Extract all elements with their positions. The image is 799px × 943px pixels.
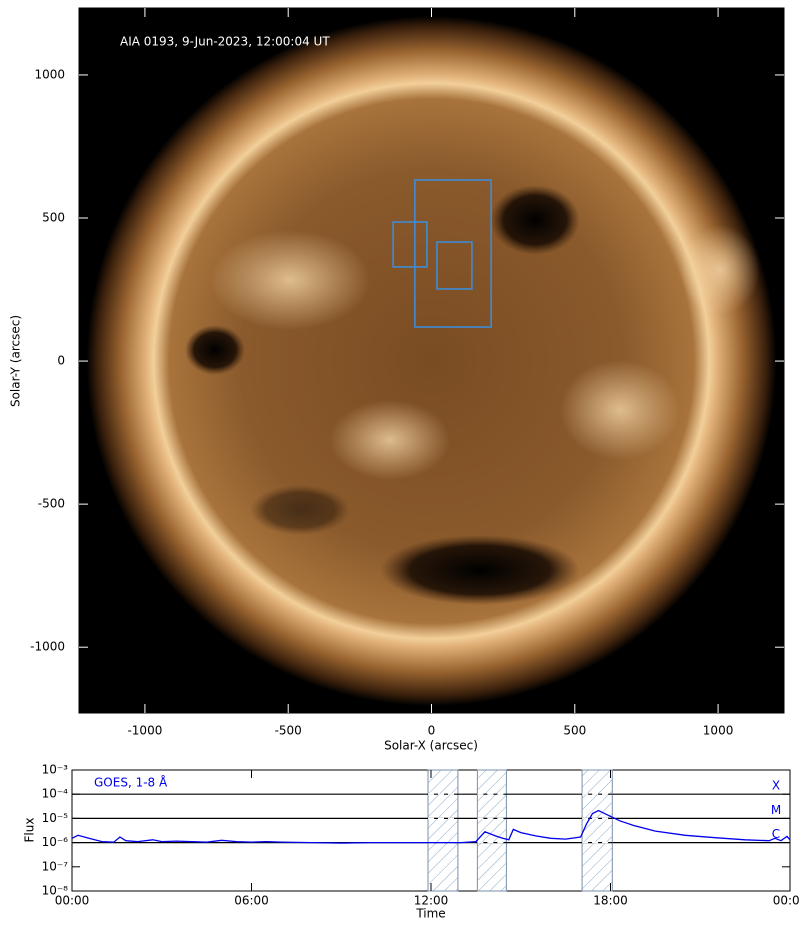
class-level-label: X [772, 779, 780, 793]
y-axis-label: Solar-Y (arcsec) [9, 315, 23, 407]
active-region [680, 225, 760, 315]
coronal-hole [250, 485, 350, 535]
x-tick-label: -1000 [127, 724, 162, 738]
y-tick-label: 500 [42, 211, 65, 225]
highlight-interval [582, 770, 612, 891]
y-tick-label: 10⁻⁷ [42, 859, 69, 873]
x-axis-label: Time [415, 907, 445, 921]
image-annotation: AIA 0193, 9-Jun-2023, 12:00:04 UT [120, 35, 330, 49]
y-tick-label: 10⁻⁸ [42, 884, 69, 898]
y-axis-label: Flux [23, 818, 37, 843]
goes-panel: Time Flux XMC00:0006:0012:0018:0000:0010… [23, 763, 799, 921]
x-tick-label: -500 [275, 724, 302, 738]
legend-label: GOES, 1-8 Å [94, 775, 168, 790]
y-tick-label: 10⁻⁵ [42, 811, 69, 825]
y-tick-label: 10⁻³ [42, 763, 69, 777]
y-tick-label: 1000 [34, 67, 65, 81]
x-tick-label: 06:00 [234, 894, 269, 908]
coronal-hole [185, 325, 245, 375]
y-tick-label: 0 [57, 354, 65, 368]
x-tick-label: 12:00 [414, 894, 449, 908]
y-tick-label: -1000 [30, 640, 65, 654]
x-tick-label: 18:00 [593, 894, 628, 908]
x-tick-label: 1000 [703, 724, 734, 738]
y-tick-label: -500 [38, 497, 65, 511]
y-tick-label: 10⁻⁶ [42, 835, 69, 849]
x-tick-label: 0 [428, 724, 436, 738]
x-tick-label: 500 [563, 724, 586, 738]
highlight-interval [477, 770, 506, 891]
x-tick-label: 00:00 [773, 894, 799, 908]
class-level-label: M [771, 803, 781, 817]
coronal-hole [380, 535, 580, 605]
highlight-interval [428, 770, 458, 891]
sun-image [87, 16, 777, 706]
y-tick-label: 10⁻⁴ [42, 787, 69, 801]
active-region [210, 230, 370, 330]
x-axis-label: Solar-X (arcsec) [384, 739, 478, 753]
active-region [560, 360, 680, 460]
solar-image-panel: AIA 0193, 9-Jun-2023, 12:00:04 UT Solar-… [9, 8, 785, 753]
active-region [330, 400, 450, 480]
coronal-hole [490, 185, 580, 255]
